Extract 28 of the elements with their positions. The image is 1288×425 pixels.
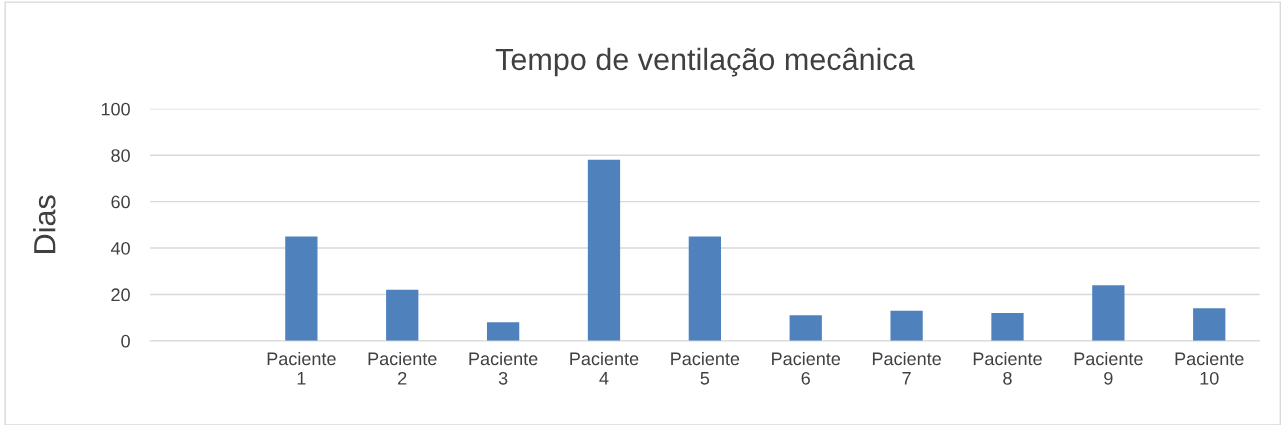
bar <box>890 310 923 341</box>
x-tick-label: Paciente 7 <box>872 351 941 385</box>
x-tick-label: Paciente 1 <box>267 351 336 385</box>
y-tick-label: 100 <box>101 102 130 116</box>
x-tick-label: Paciente 8 <box>973 351 1042 385</box>
x-tick-label: Paciente 9 <box>1074 351 1143 385</box>
y-tick-label: 20 <box>111 288 130 302</box>
x-tick-label: Paciente 2 <box>368 351 437 385</box>
bar <box>1193 308 1226 341</box>
bar <box>789 315 822 341</box>
y-tick-label: 80 <box>111 149 130 162</box>
chart-title: Tempo de ventilação mecânica <box>495 47 915 77</box>
y-tick-label: 0 <box>121 334 130 348</box>
x-tick-label: Paciente 3 <box>469 351 538 385</box>
bar <box>688 236 721 341</box>
x-tick-label: Paciente 6 <box>772 351 841 385</box>
y-tick-label: 60 <box>111 195 130 209</box>
bar <box>991 313 1024 341</box>
y-axis-title: Dias <box>33 195 56 253</box>
x-tick-label: Paciente 5 <box>671 351 740 385</box>
bar <box>486 322 520 341</box>
y-tick-label: 40 <box>110 241 130 255</box>
bar <box>285 236 318 341</box>
x-tick-label: Paciente 4 <box>570 351 639 385</box>
bar <box>1092 285 1125 341</box>
bar <box>386 289 419 341</box>
bar <box>587 159 621 341</box>
x-tick-label: Paciente 10 <box>1175 351 1244 385</box>
